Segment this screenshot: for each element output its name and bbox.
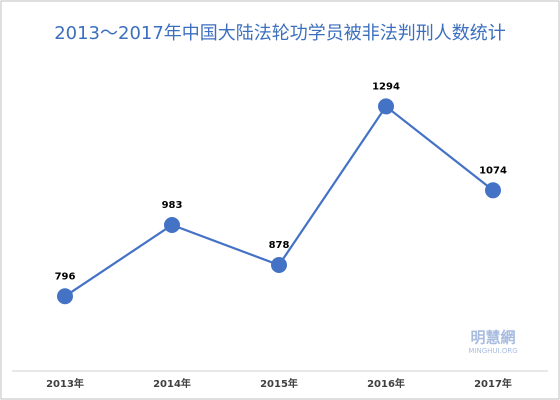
data-label: 1074	[479, 165, 507, 176]
x-tick-label: 2013年	[46, 377, 84, 390]
data-point	[485, 182, 501, 199]
data-label: 1294	[372, 81, 400, 92]
x-tick-label: 2014年	[153, 377, 191, 390]
x-tick-label: 2015年	[260, 377, 298, 390]
data-label: 796	[55, 271, 76, 282]
data-label: 878	[269, 240, 290, 251]
x-tick-label: 2017年	[474, 377, 512, 390]
x-tick-label: 2016年	[367, 377, 405, 390]
data-point	[57, 288, 73, 305]
watermark-site: MINGHUI.ORG	[468, 347, 517, 355]
data-point	[271, 257, 287, 274]
watermark-name: 明慧網	[470, 329, 515, 347]
chart-title: 2013～2017年中国大陆法轮功学员被非法判刑人数统计	[54, 23, 506, 44]
data-point	[378, 98, 394, 115]
data-label: 983	[162, 200, 183, 211]
data-point	[164, 216, 180, 233]
